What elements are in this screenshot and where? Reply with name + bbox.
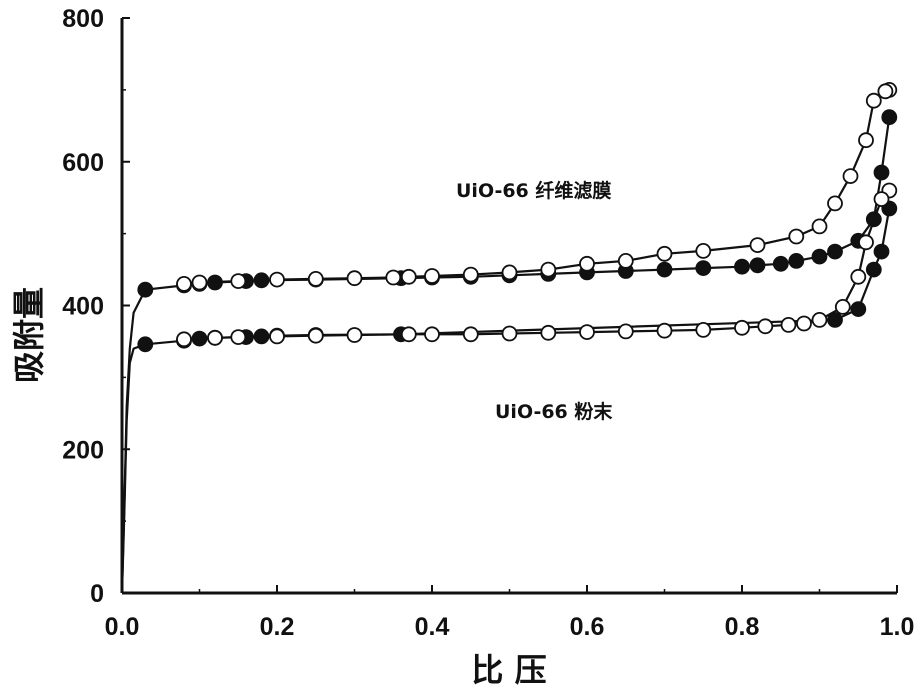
open-marker — [230, 329, 247, 346]
y-tick-label: 800 — [62, 5, 104, 33]
open-marker — [207, 329, 223, 346]
series-markers — [137, 82, 898, 353]
filled-marker — [827, 311, 843, 328]
filled-marker — [772, 255, 789, 272]
open-marker — [734, 319, 750, 336]
open-marker — [307, 270, 324, 287]
x-tick-label: 0.8 — [725, 613, 760, 641]
open-marker — [695, 321, 712, 338]
open-marker — [501, 325, 518, 342]
open-marker — [424, 326, 440, 343]
open-marker — [858, 234, 874, 251]
x-tick-label: 1.0 — [880, 613, 915, 641]
filled-marker — [695, 260, 712, 277]
y-axis-title: 吸附量 — [10, 287, 48, 383]
open-marker — [780, 316, 797, 333]
filled-marker — [811, 248, 828, 265]
open-marker — [269, 328, 285, 345]
open-marker — [176, 275, 192, 292]
open-marker — [850, 268, 867, 285]
filled-marker — [850, 301, 867, 318]
filled-marker — [656, 261, 673, 278]
open-marker — [346, 270, 363, 287]
open-marker — [827, 195, 843, 212]
open-marker — [811, 311, 828, 328]
filled-marker — [191, 330, 208, 347]
open-marker — [858, 132, 874, 149]
open-marker — [873, 191, 890, 208]
filled-marker — [253, 328, 270, 345]
annotation-fiber-membrane: UiO-66 纤维滤膜 — [456, 179, 611, 202]
tick-labels: 0.0 0.2 0.4 0.6 0.8 1.0 0 200 400 600 800 — [62, 5, 914, 641]
y-tick-label: 200 — [62, 436, 104, 464]
open-marker — [656, 322, 673, 339]
open-marker — [796, 315, 812, 332]
open-marker — [400, 268, 417, 285]
open-marker — [462, 326, 479, 343]
open-marker — [462, 266, 479, 283]
open-marker — [877, 83, 894, 100]
filled-marker — [865, 211, 882, 228]
x-tick-label: 0.4 — [415, 613, 450, 641]
open-marker — [811, 218, 828, 235]
filled-marker — [207, 274, 223, 291]
open-marker — [191, 274, 208, 291]
open-marker — [176, 331, 192, 348]
x-tick-label: 0.0 — [105, 613, 140, 641]
filled-marker — [749, 257, 766, 274]
open-marker — [579, 255, 595, 272]
filled-marker — [827, 243, 843, 260]
open-marker — [788, 228, 805, 245]
filled-marker — [865, 261, 882, 278]
open-marker — [757, 318, 774, 335]
open-marker — [540, 261, 557, 278]
open-marker — [656, 245, 673, 262]
filled-marker — [734, 258, 750, 275]
filled-marker — [137, 336, 154, 353]
open-marker — [501, 264, 518, 281]
y-tick-label: 600 — [62, 149, 104, 177]
x-tick-label: 0.2 — [260, 613, 295, 641]
filled-marker — [881, 109, 898, 126]
x-axis-title: 比 压 — [471, 651, 546, 689]
x-tick-label: 0.6 — [570, 613, 605, 641]
filled-marker — [253, 272, 270, 289]
open-marker — [269, 271, 285, 288]
open-marker — [617, 323, 634, 340]
open-marker — [865, 92, 882, 109]
y-tick-label: 0 — [90, 580, 104, 608]
open-marker — [842, 168, 859, 185]
filled-marker — [873, 243, 890, 260]
open-marker — [579, 324, 595, 341]
open-marker — [540, 324, 557, 341]
annotation-powder: UiO-66 粉末 — [495, 400, 613, 423]
open-marker — [400, 326, 417, 343]
open-marker — [695, 242, 712, 259]
axes — [120, 17, 898, 595]
open-marker — [749, 237, 766, 254]
y-tick-label: 400 — [62, 293, 104, 321]
open-marker — [617, 252, 634, 269]
filled-marker — [873, 164, 890, 181]
open-marker — [385, 269, 402, 286]
filled-marker — [137, 281, 154, 298]
open-marker — [834, 298, 851, 315]
open-marker — [424, 268, 440, 284]
open-marker — [346, 327, 363, 343]
open-marker — [230, 273, 247, 290]
open-marker — [307, 327, 324, 344]
filled-marker — [788, 252, 805, 269]
